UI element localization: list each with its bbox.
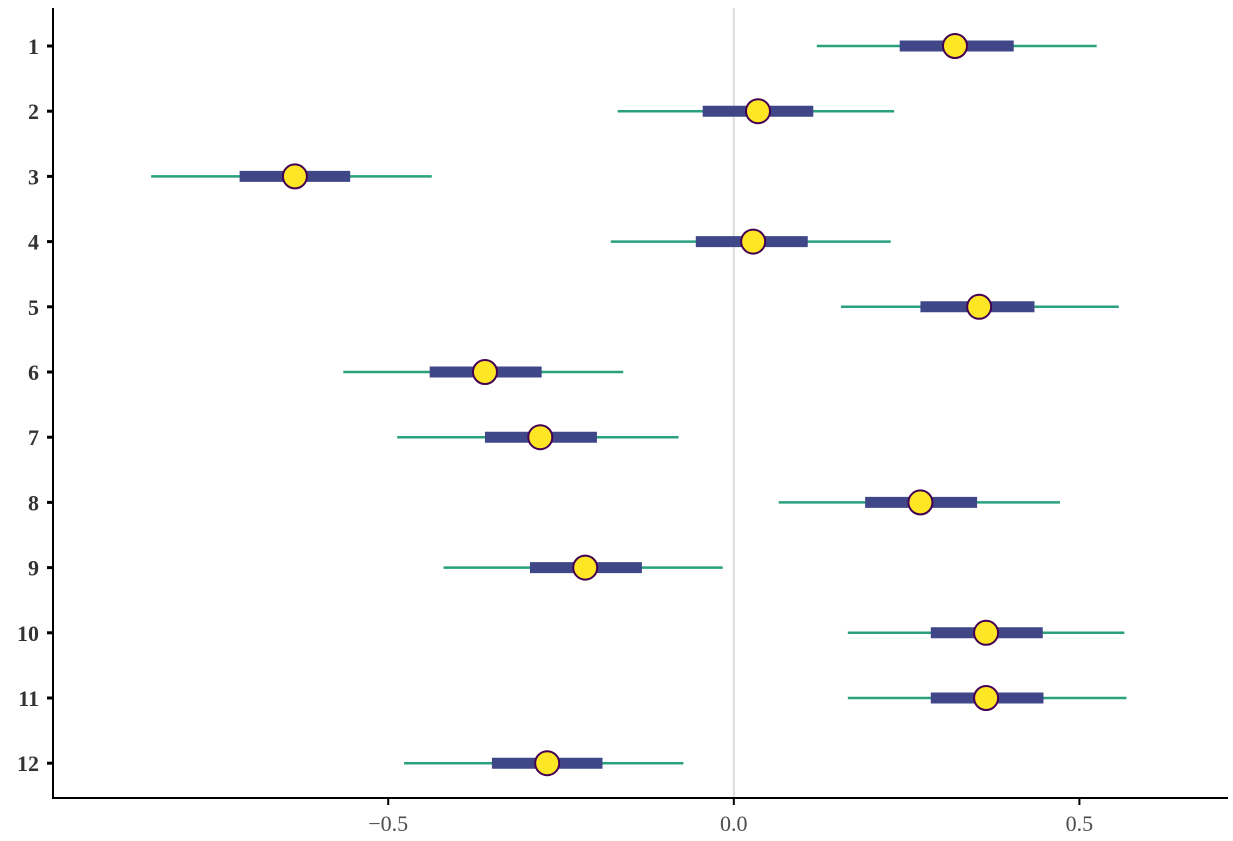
- outer-interval-layer: [151, 44, 1127, 765]
- y-tick-label-1: 1: [28, 34, 39, 59]
- y-tick-label-5: 5: [28, 295, 39, 320]
- y-tick-label-2: 2: [28, 99, 39, 124]
- y-tick-label-9: 9: [28, 556, 39, 581]
- y-tick-label-6: 6: [28, 360, 39, 385]
- inner-interval-layer: [239, 40, 1044, 769]
- y-tick-label-10: 10: [17, 621, 39, 646]
- y-tick-label-7: 7: [28, 425, 39, 450]
- point-estimate-9: [572, 554, 599, 581]
- y-tick-label-12: 12: [17, 751, 39, 776]
- point-estimate-3: [281, 163, 308, 190]
- point-estimate-11: [973, 685, 1000, 711]
- point-estimate-10: [973, 619, 1000, 646]
- y-tick-label-3: 3: [28, 164, 39, 189]
- point-estimate-layer: [281, 33, 1000, 777]
- y-tick-label-4: 4: [28, 230, 39, 255]
- y-tick-label-11: 11: [18, 686, 39, 711]
- point-estimate-1: [941, 33, 968, 59]
- x-tick-label-2: 0.5: [1066, 811, 1094, 836]
- point-estimate-4: [740, 228, 767, 255]
- point-estimate-8: [907, 489, 934, 516]
- point-estimate-7: [527, 424, 554, 451]
- y-tick-label-8: 8: [28, 490, 39, 515]
- point-estimate-5: [966, 293, 993, 320]
- point-estimate-6: [471, 359, 498, 385]
- x-tick-label-0: −0.5: [368, 811, 408, 836]
- point-estimate-2: [745, 98, 771, 125]
- axes-layer: [47, 8, 1228, 805]
- point-estimate-12: [534, 750, 561, 777]
- x-tick-label-1: 0.0: [720, 811, 748, 836]
